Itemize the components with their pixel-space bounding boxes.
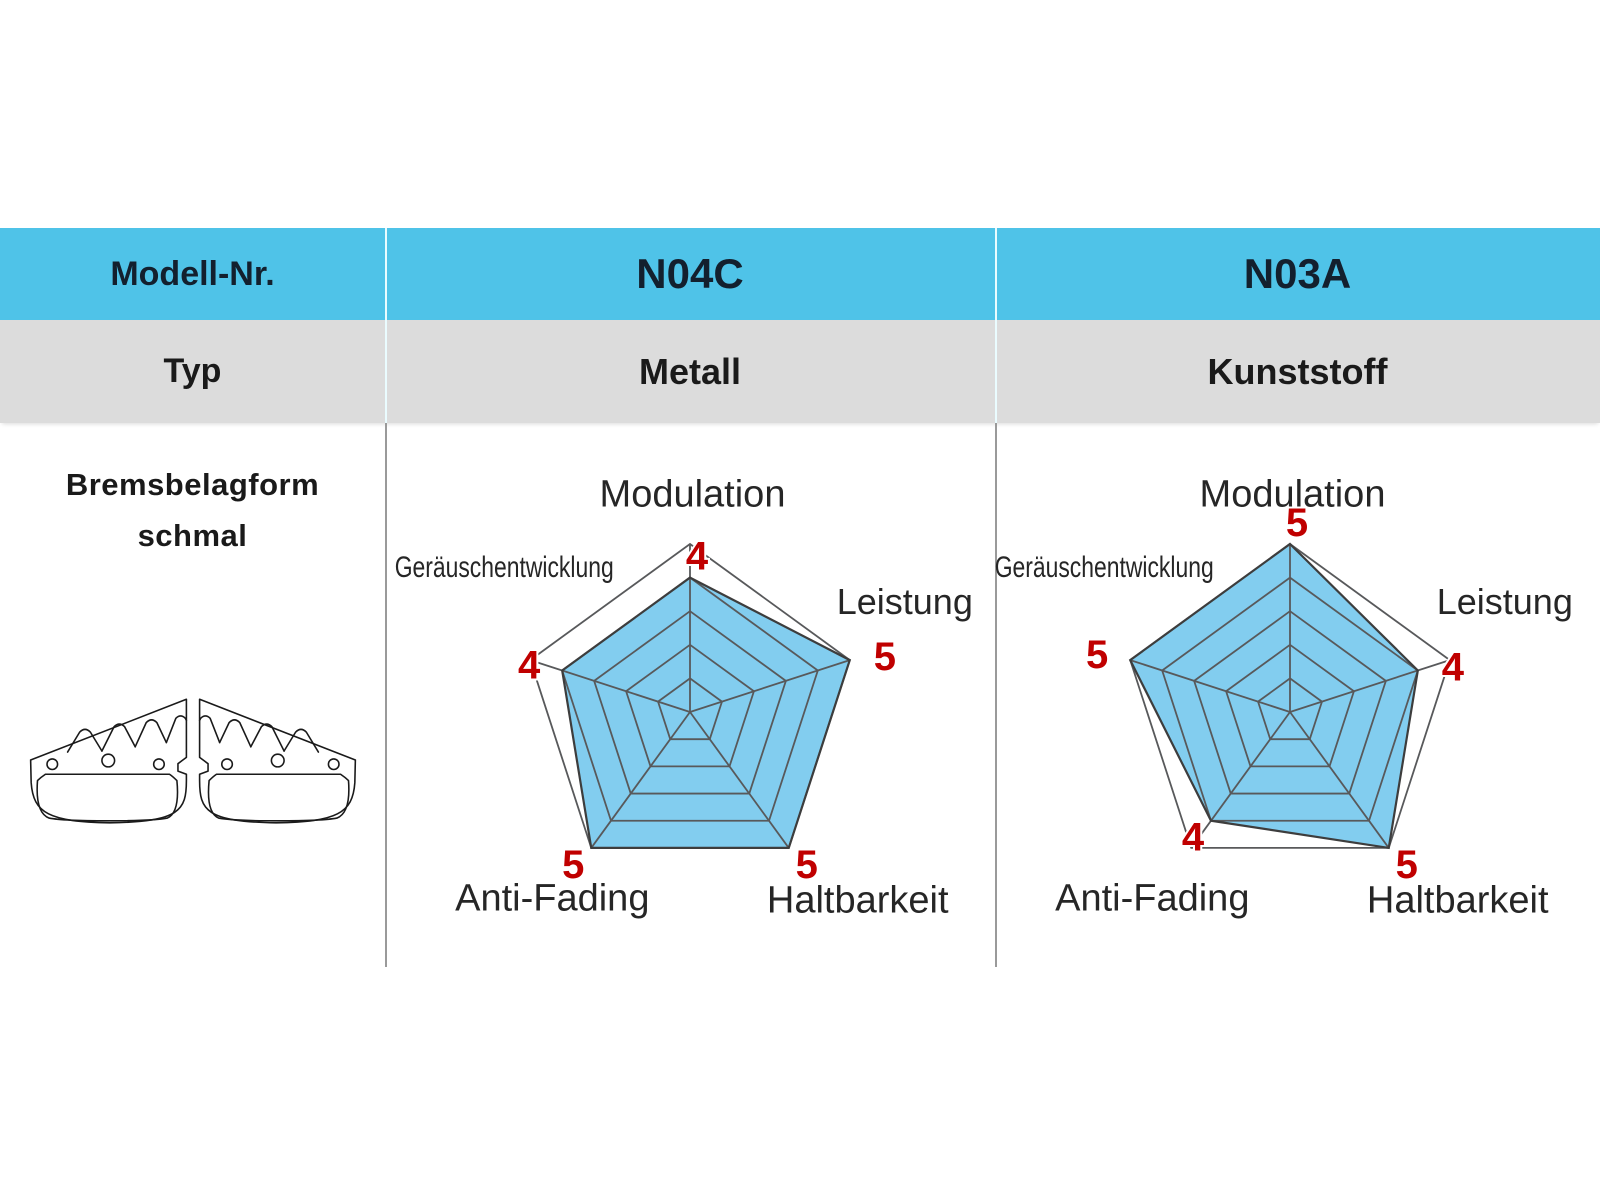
svg-text:4: 4 (686, 535, 709, 579)
svg-text:5: 5 (796, 843, 818, 887)
svg-text:5: 5 (562, 843, 584, 887)
svg-text:Geräuschentwicklung: Geräuschentwicklung (395, 551, 614, 584)
svg-text:Modulation: Modulation (600, 474, 786, 516)
svg-text:Leistung: Leistung (1437, 581, 1573, 622)
svg-text:4: 4 (518, 644, 541, 688)
svg-text:Haltbarkeit: Haltbarkeit (1367, 880, 1549, 922)
svg-text:4: 4 (1182, 816, 1205, 860)
svg-text:4: 4 (1442, 646, 1465, 690)
svg-text:5: 5 (1286, 501, 1308, 545)
svg-text:Geräuschentwicklung: Geräuschentwicklung (995, 551, 1214, 584)
svg-text:Anti-Fading: Anti-Fading (455, 878, 649, 920)
svg-text:5: 5 (1396, 843, 1418, 887)
svg-text:5: 5 (1086, 633, 1108, 677)
svg-text:Anti-Fading: Anti-Fading (1055, 878, 1249, 920)
